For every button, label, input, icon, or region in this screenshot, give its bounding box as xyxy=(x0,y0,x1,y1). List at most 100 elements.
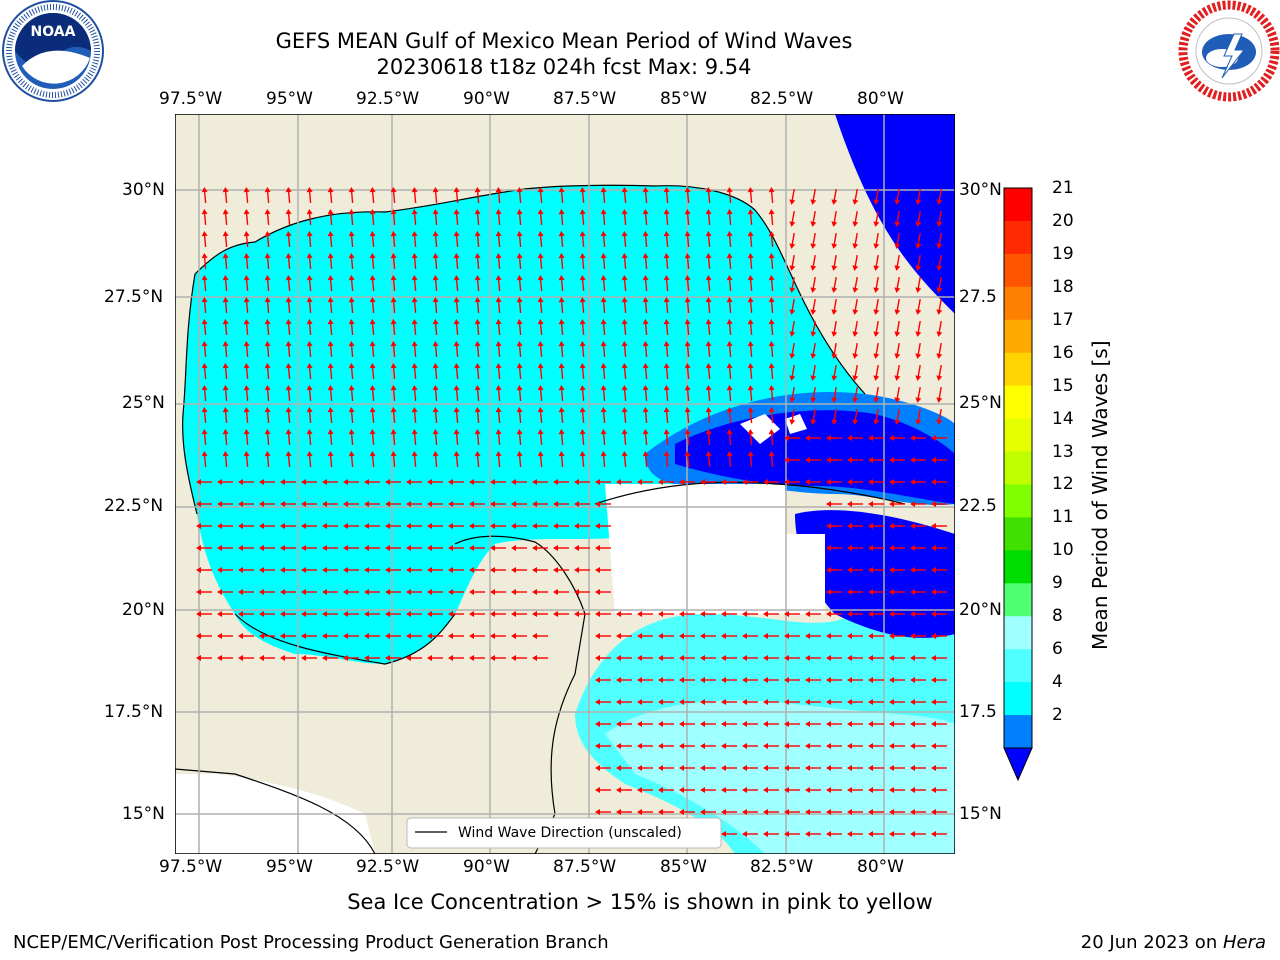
wind-arrow xyxy=(805,765,821,771)
wind-arrow xyxy=(726,275,733,292)
wind-arrow xyxy=(763,743,779,749)
wind-arrow xyxy=(847,743,863,749)
wind-arrow xyxy=(280,633,296,639)
wind-arrow xyxy=(747,341,754,358)
wind-arrow xyxy=(721,611,737,617)
wind-arrow xyxy=(348,209,355,226)
wind-arrow xyxy=(243,187,250,204)
wind-arrow xyxy=(826,743,842,749)
sea-ice-note: Sea Ice Concentration > 15% is shown in … xyxy=(347,890,933,914)
wind-arrow xyxy=(784,809,800,815)
wind-arrow xyxy=(936,276,943,293)
wind-arrow xyxy=(474,363,481,380)
wind-arrow xyxy=(931,589,947,595)
wind-arrow xyxy=(805,677,821,683)
wind-arrow xyxy=(511,479,527,485)
wind-arrow xyxy=(558,319,565,336)
wind-arrow xyxy=(427,611,443,617)
wind-arrow xyxy=(448,589,464,595)
wind-arrow xyxy=(516,253,523,270)
wind-arrow xyxy=(595,501,611,507)
wind-arrow xyxy=(537,187,544,204)
lat-tick-left: 20°N xyxy=(122,600,165,620)
wind-arrow xyxy=(553,523,569,529)
wind-arrow xyxy=(432,363,439,380)
wind-arrow xyxy=(243,231,250,248)
wind-arrow xyxy=(805,809,821,815)
wind-arrow xyxy=(768,231,775,248)
wind-arrow xyxy=(558,385,565,402)
wind-arrow xyxy=(810,210,817,227)
wind-arrow xyxy=(889,633,905,639)
wind-arrow xyxy=(889,831,905,837)
wind-arrow xyxy=(700,765,716,771)
wind-arrow xyxy=(663,275,670,292)
wind-arrow xyxy=(831,408,838,425)
colorbar-segment xyxy=(1004,715,1032,749)
lat-tick-right: 15°N xyxy=(959,804,1002,824)
wind-arrow xyxy=(222,275,229,292)
wind-arrow xyxy=(637,611,653,617)
wind-arrow xyxy=(721,809,737,815)
wind-arrow xyxy=(894,386,901,403)
wind-arrow xyxy=(826,435,842,441)
wind-arrow xyxy=(469,611,485,617)
wind-arrow xyxy=(910,589,926,595)
wind-arrow xyxy=(348,319,355,336)
wind-arrow xyxy=(684,429,691,446)
wind-arrow xyxy=(285,341,292,358)
wind-arrow xyxy=(448,567,464,573)
wind-arrow xyxy=(789,298,796,315)
wind-arrow xyxy=(621,429,628,446)
wind-arrow xyxy=(301,479,317,485)
wind-arrow xyxy=(579,275,586,292)
wind-arrow xyxy=(474,451,481,468)
lon-tick-bottom: 92.5°W xyxy=(356,857,420,877)
wind-arrow xyxy=(658,699,674,705)
wind-arrow xyxy=(726,407,733,424)
wind-arrow xyxy=(474,319,481,336)
wind-arrow xyxy=(826,545,842,551)
wind-arrow xyxy=(453,231,460,248)
wind-arrow xyxy=(343,611,359,617)
wind-arrow xyxy=(558,297,565,314)
wind-arrow xyxy=(201,319,208,336)
wind-arrow xyxy=(789,364,796,381)
wind-arrow xyxy=(637,743,653,749)
wind-arrow xyxy=(474,429,481,446)
wind-arrow xyxy=(789,254,796,271)
wind-arrow xyxy=(390,209,397,226)
wind-arrow xyxy=(427,523,443,529)
wind-arrow xyxy=(579,297,586,314)
wind-arrow xyxy=(595,611,611,617)
wind-arrow xyxy=(810,276,817,293)
wind-arrow xyxy=(453,385,460,402)
wind-arrow xyxy=(931,765,947,771)
wind-arrow xyxy=(537,319,544,336)
wind-arrow xyxy=(432,341,439,358)
colorbar-segment xyxy=(1004,286,1032,321)
wind-arrow xyxy=(490,567,506,573)
wind-arrow xyxy=(679,809,695,815)
wind-arrow xyxy=(931,677,947,683)
wind-arrow xyxy=(222,187,229,204)
wind-arrow xyxy=(243,407,250,424)
wind-arrow xyxy=(448,479,464,485)
wind-arrow xyxy=(532,611,548,617)
wind-arrow xyxy=(558,187,565,204)
colorbar-tick-label: 9 xyxy=(1052,573,1063,594)
wind-arrow xyxy=(532,545,548,551)
wind-arrow xyxy=(201,209,208,226)
wind-arrow xyxy=(831,232,838,249)
wind-arrow xyxy=(742,787,758,793)
wind-arrow xyxy=(889,677,905,683)
wind-arrow xyxy=(684,341,691,358)
wind-arrow xyxy=(705,275,712,292)
wind-arrow xyxy=(364,611,380,617)
wind-arrow xyxy=(369,297,376,314)
wind-arrow xyxy=(847,787,863,793)
footer-left: NCEP/EMC/Verification Post Processing Pr… xyxy=(13,932,609,953)
wind-arrow xyxy=(831,276,838,293)
wind-arrow xyxy=(306,407,313,424)
wind-arrow xyxy=(474,385,481,402)
